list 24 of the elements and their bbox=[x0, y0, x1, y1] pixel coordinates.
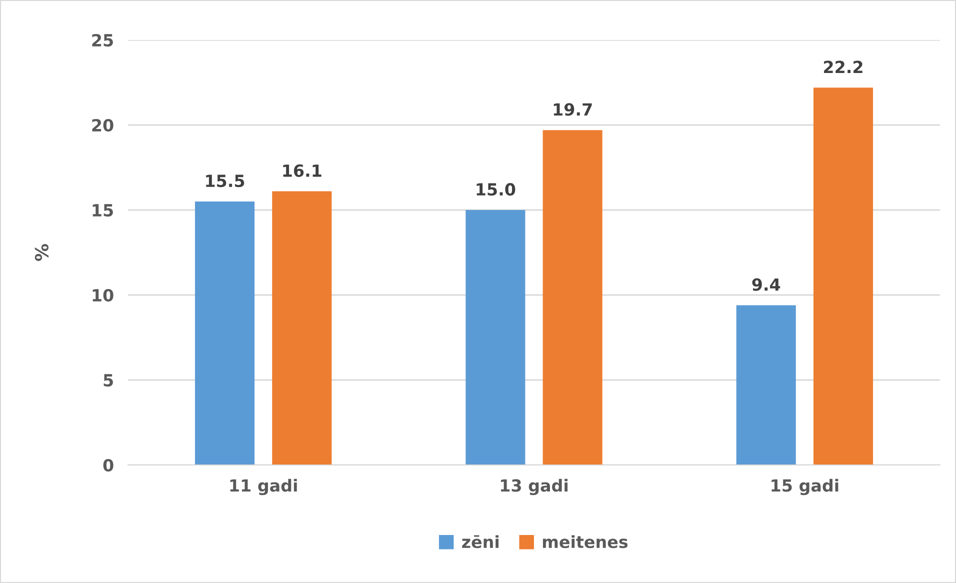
data-label: 16.1 bbox=[283, 164, 322, 177]
legend-label: meitenes bbox=[542, 535, 628, 548]
y-tick-label: 10 bbox=[92, 288, 114, 302]
bar bbox=[194, 202, 255, 465]
y-tick-label: 20 bbox=[92, 118, 114, 132]
y-tick-label: 25 bbox=[92, 34, 113, 47]
bar bbox=[542, 130, 602, 465]
x-tick-label: 13 gadi bbox=[500, 478, 568, 496]
legend-label: zēni bbox=[462, 535, 499, 548]
bar bbox=[272, 191, 332, 465]
data-label: 19.7 bbox=[554, 103, 592, 116]
y-axis-title: % bbox=[34, 244, 49, 261]
data-label: 15.5 bbox=[206, 174, 244, 188]
x-tick-label: 15 gadi bbox=[772, 478, 838, 496]
data-label: 22.2 bbox=[824, 60, 862, 74]
bar bbox=[466, 210, 526, 465]
data-label: 9.4 bbox=[752, 278, 780, 291]
y-tick-label: 5 bbox=[104, 374, 113, 387]
y-tick-label: 15 bbox=[92, 204, 113, 217]
x-tick-label: 11 gadi bbox=[230, 478, 297, 496]
bar bbox=[736, 305, 796, 465]
bar bbox=[813, 88, 874, 465]
y-tick-label: 0 bbox=[103, 458, 114, 472]
data-label: 15.0 bbox=[476, 183, 516, 196]
